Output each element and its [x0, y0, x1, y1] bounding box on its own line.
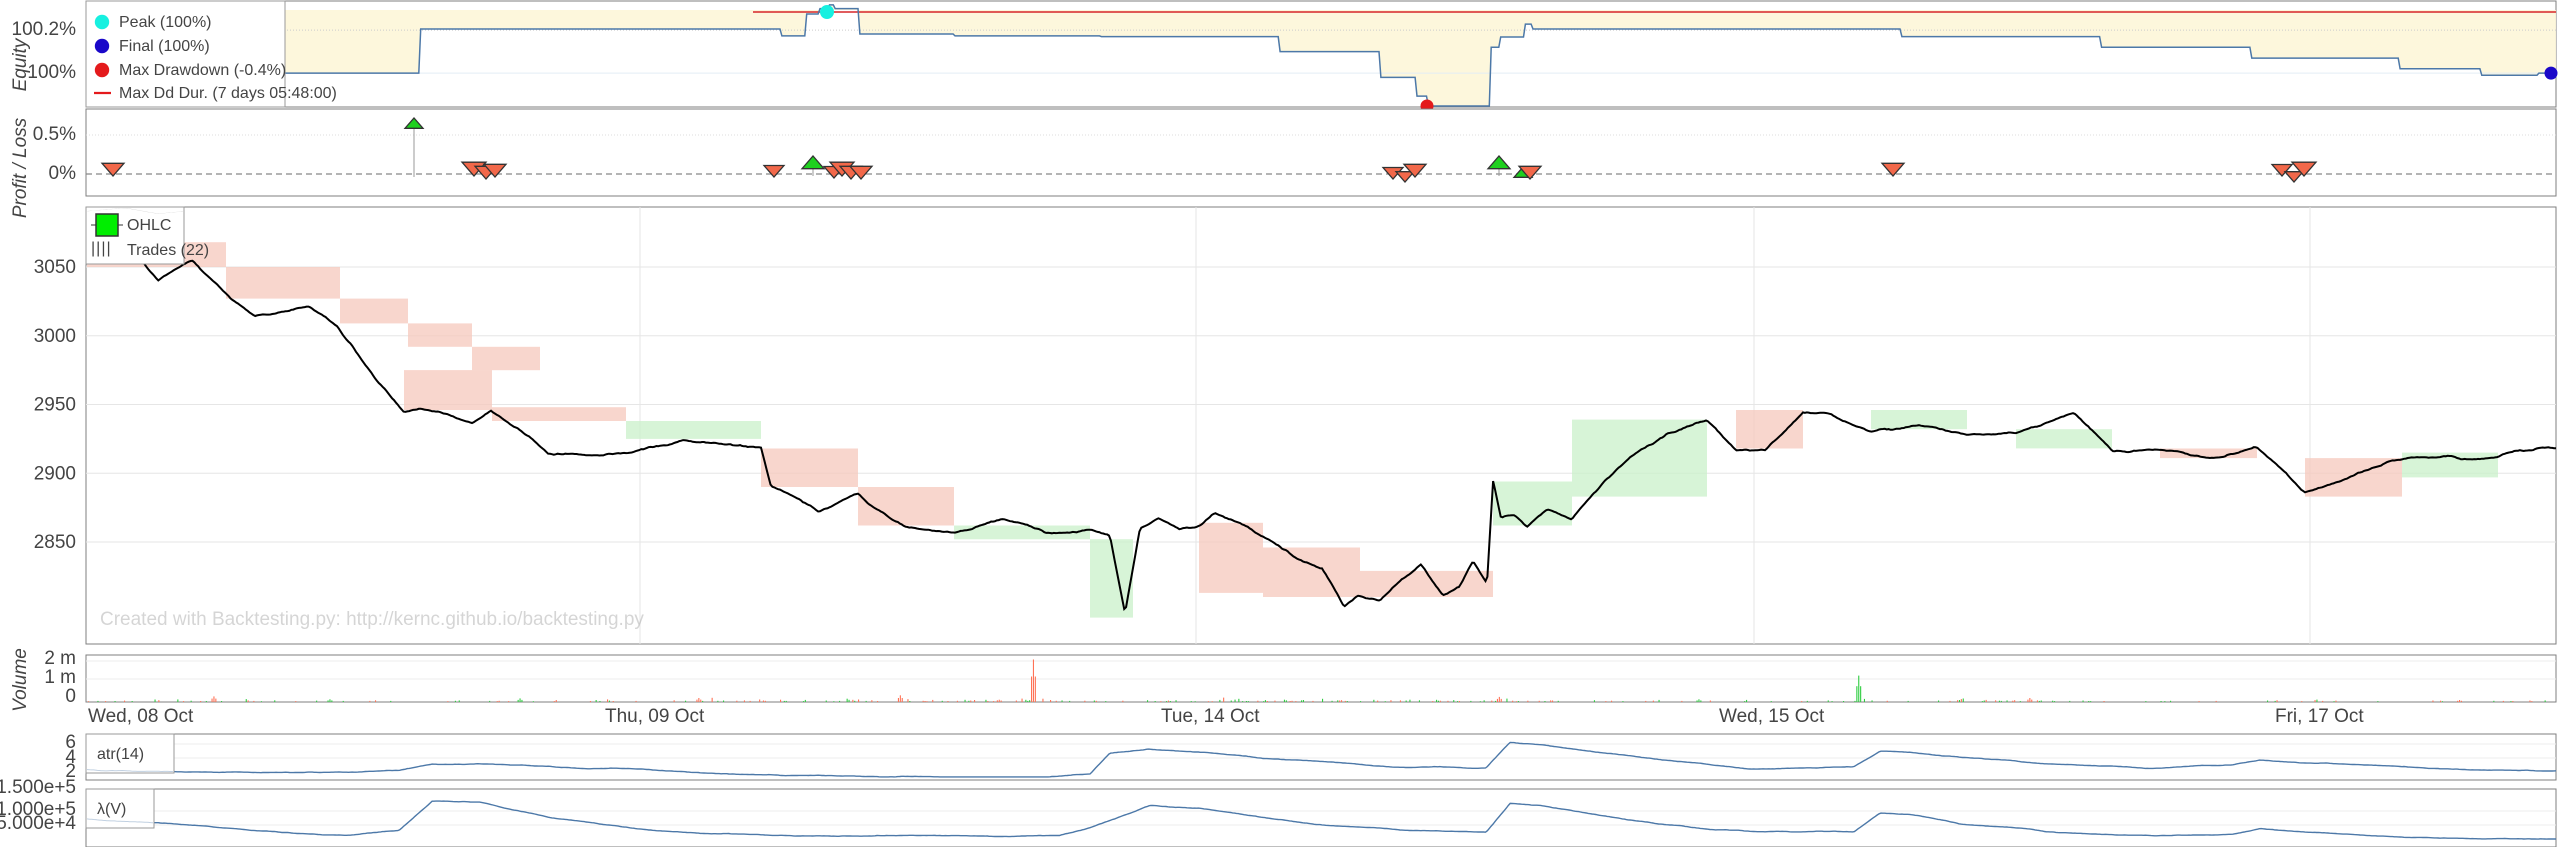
- svg-text:2 m: 2 m: [44, 648, 76, 669]
- svg-text:1 m: 1 m: [44, 667, 76, 688]
- svg-text:Max Dd Dur. (7 days 05:48:00): Max Dd Dur. (7 days 05:48:00): [119, 85, 337, 102]
- svg-text:OHLC: OHLC: [127, 217, 171, 234]
- svg-text:λ(V): λ(V): [97, 801, 126, 818]
- svg-text:5.000e+4: 5.000e+4: [0, 813, 76, 834]
- svg-text:Equity: Equity: [10, 37, 31, 91]
- svg-text:Created with Backtesting.py: h: Created with Backtesting.py: http://kern…: [100, 609, 644, 630]
- svg-text:2850: 2850: [34, 532, 76, 553]
- svg-text:Max Drawdown (-0.4%): Max Drawdown (-0.4%): [119, 62, 286, 79]
- svg-text:Profit / Loss: Profit / Loss: [10, 117, 31, 218]
- svg-text:3050: 3050: [34, 257, 76, 278]
- svg-text:Thu, 09 Oct: Thu, 09 Oct: [605, 706, 705, 727]
- svg-text:Fri, 17 Oct: Fri, 17 Oct: [2275, 706, 2364, 727]
- svg-text:Wed, 15 Oct: Wed, 15 Oct: [1719, 706, 1825, 727]
- svg-text:atr(14): atr(14): [97, 746, 144, 763]
- svg-text:100%: 100%: [27, 62, 76, 83]
- svg-text:0%: 0%: [49, 163, 77, 184]
- svg-text:||||: ||||: [91, 240, 112, 257]
- svg-text:0.5%: 0.5%: [33, 124, 76, 145]
- svg-text:Wed, 08 Oct: Wed, 08 Oct: [88, 706, 194, 727]
- svg-text:Tue, 14 Oct: Tue, 14 Oct: [1161, 706, 1260, 727]
- svg-text:Final (100%): Final (100%): [119, 38, 210, 55]
- svg-text:2900: 2900: [34, 463, 76, 484]
- svg-text:0: 0: [65, 686, 76, 707]
- svg-text:2950: 2950: [34, 395, 76, 416]
- svg-text:3000: 3000: [34, 326, 76, 347]
- svg-text:100.2%: 100.2%: [12, 19, 77, 40]
- svg-text:Volume: Volume: [10, 648, 31, 712]
- svg-text:1.500e+5: 1.500e+5: [0, 777, 76, 798]
- svg-text:Peak (100%): Peak (100%): [119, 14, 212, 31]
- svg-text:Trades (22): Trades (22): [127, 242, 209, 259]
